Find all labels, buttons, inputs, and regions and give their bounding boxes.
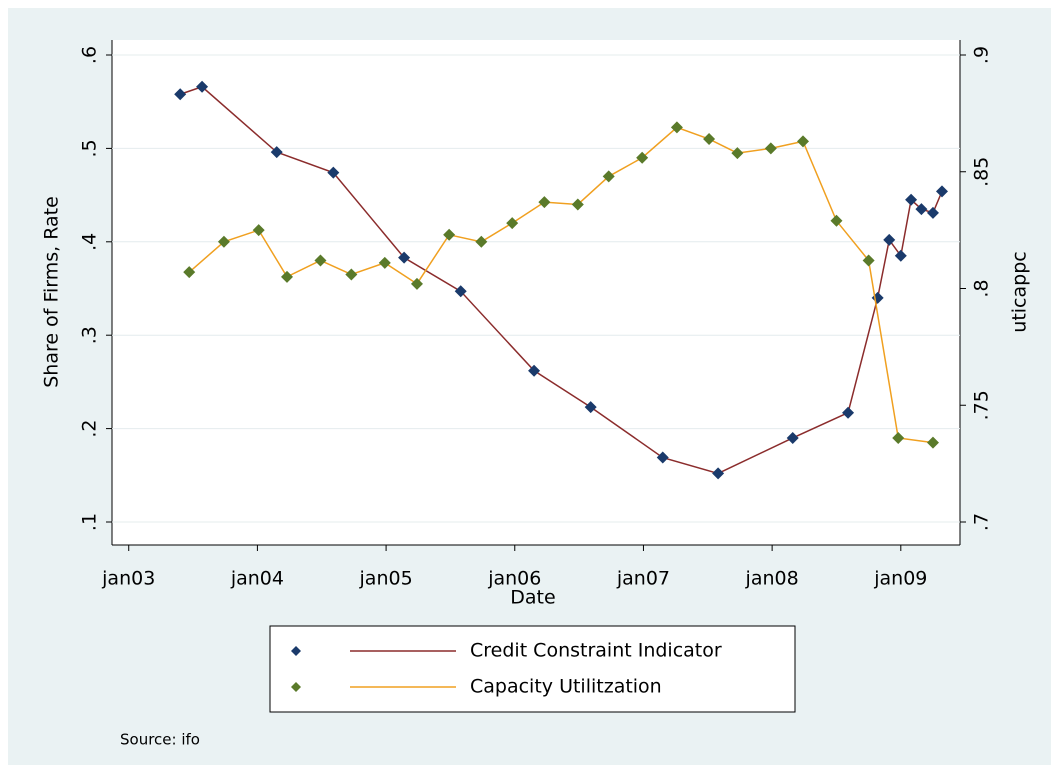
data-point bbox=[174, 88, 187, 101]
x-tick-label: jan08 bbox=[745, 568, 799, 590]
y2-axis-title: uticappc bbox=[1009, 251, 1031, 332]
data-point bbox=[252, 224, 265, 237]
data-point bbox=[862, 254, 875, 267]
data-point bbox=[183, 266, 196, 279]
source-note: Source: ifo bbox=[120, 731, 200, 749]
data-point bbox=[217, 235, 230, 248]
data-point bbox=[398, 251, 411, 264]
data-point bbox=[571, 198, 584, 211]
data-point bbox=[797, 135, 810, 148]
y-tick-label: .6 bbox=[79, 46, 101, 64]
data-point bbox=[538, 196, 551, 209]
y-tick-label: .2 bbox=[79, 420, 101, 438]
legend-label: Credit Constraint Indicator bbox=[470, 640, 722, 662]
x-tick-label: jan05 bbox=[359, 568, 413, 590]
legend bbox=[269, 625, 796, 713]
x-tick-label: jan09 bbox=[873, 568, 927, 590]
plot-area bbox=[112, 40, 960, 545]
x-tick-label: jan03 bbox=[101, 568, 155, 590]
series-line bbox=[188, 126, 934, 444]
y-tick-label: .1 bbox=[79, 513, 101, 531]
data-point bbox=[584, 401, 597, 414]
data-point bbox=[410, 277, 423, 290]
data-point bbox=[454, 285, 467, 298]
data-point bbox=[926, 436, 939, 449]
data-point bbox=[443, 228, 456, 241]
data-point bbox=[842, 406, 855, 419]
x-axis-title: Date bbox=[510, 587, 555, 609]
x-tick-label: jan04 bbox=[230, 568, 284, 590]
data-point bbox=[314, 254, 327, 267]
data-point bbox=[926, 206, 939, 219]
y-tick-label: .3 bbox=[79, 326, 101, 344]
legend-label: Capacity Utilitzation bbox=[470, 676, 662, 698]
data-point bbox=[892, 431, 905, 444]
legend-marker bbox=[291, 646, 301, 656]
data-point bbox=[636, 151, 649, 164]
data-point bbox=[894, 249, 907, 262]
data-point bbox=[830, 214, 843, 227]
data-point bbox=[475, 235, 488, 248]
data-point bbox=[731, 147, 744, 160]
y2-tick-label: .8 bbox=[971, 279, 993, 297]
data-point bbox=[506, 217, 519, 230]
data-point bbox=[712, 467, 725, 480]
data-point bbox=[786, 431, 799, 444]
data-point bbox=[602, 170, 615, 183]
data-point bbox=[327, 166, 340, 179]
y2-tick-label: .85 bbox=[971, 157, 993, 187]
legend-marker bbox=[291, 682, 301, 692]
data-point bbox=[378, 256, 391, 269]
x-tick-label: jan06 bbox=[487, 568, 541, 590]
data-point bbox=[656, 451, 669, 464]
data-point bbox=[935, 185, 948, 198]
data-point bbox=[345, 268, 358, 281]
data-point bbox=[281, 270, 294, 283]
data-point bbox=[528, 364, 541, 377]
data-point bbox=[764, 142, 777, 155]
data-point bbox=[905, 193, 918, 206]
x-tick-label: jan07 bbox=[616, 568, 670, 590]
y-axis-title: Share of Firms, Rate bbox=[41, 196, 63, 388]
data-point bbox=[915, 203, 928, 216]
y-tick-label: .5 bbox=[79, 139, 101, 157]
y-tick-label: .4 bbox=[79, 233, 101, 251]
data-point bbox=[670, 121, 683, 134]
data-point bbox=[703, 133, 716, 146]
y2-tick-label: .9 bbox=[971, 46, 993, 64]
data-point bbox=[196, 80, 209, 93]
y2-tick-label: .75 bbox=[971, 390, 993, 420]
data-point bbox=[270, 146, 283, 159]
y2-tick-label: .7 bbox=[971, 513, 993, 531]
data-point bbox=[883, 233, 896, 246]
